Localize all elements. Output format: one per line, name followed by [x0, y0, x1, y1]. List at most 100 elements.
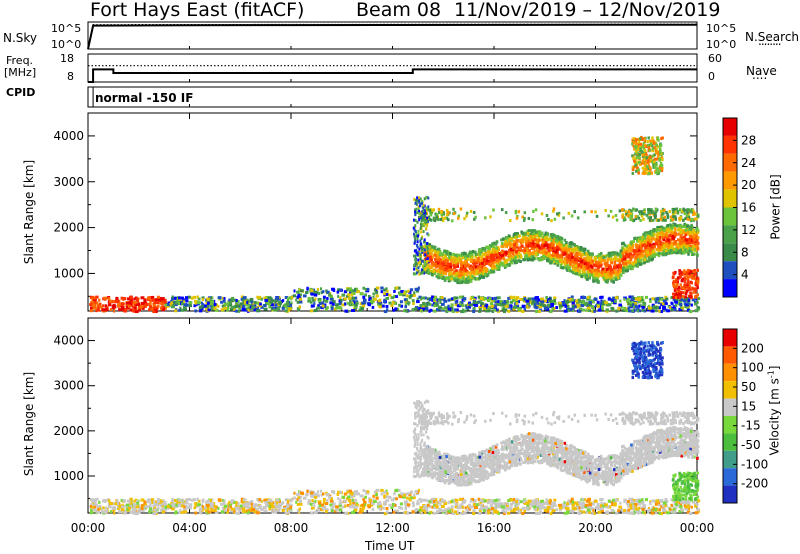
data-cell [272, 303, 276, 307]
data-cell [633, 248, 636, 252]
data-cell [253, 301, 258, 305]
cpid-mode: normal -150 IF [95, 91, 194, 105]
data-cell [194, 299, 198, 303]
data-cell [575, 303, 580, 307]
data-cell [656, 232, 660, 236]
data-cell [575, 245, 579, 249]
data-cell [524, 234, 527, 238]
data-cell [611, 275, 614, 279]
data-cell [511, 252, 515, 256]
data-cell [123, 308, 128, 312]
data-cell [467, 275, 470, 279]
data-cell [657, 254, 661, 258]
data-cell [662, 238, 666, 242]
data-cell [364, 293, 367, 297]
data-cell [550, 242, 554, 246]
data-cell [140, 301, 144, 305]
data-cell [433, 297, 436, 301]
data-cell [131, 305, 134, 309]
data-cell [231, 296, 235, 300]
ytick-label: 3000 [53, 379, 84, 393]
data-cell [592, 272, 596, 276]
data-cell [661, 247, 664, 251]
data-cell [632, 240, 635, 244]
data-cell [678, 307, 683, 311]
data-cell [268, 305, 272, 309]
data-cell [292, 294, 297, 298]
data-cell [386, 308, 389, 312]
data-cell [149, 299, 152, 303]
xtick-label: 20:00 [578, 521, 613, 535]
data-cell [625, 299, 630, 303]
data-cell [473, 270, 477, 274]
data-cell [598, 305, 602, 309]
data-cell [682, 224, 686, 228]
data-cell [585, 264, 588, 268]
data-cell [359, 302, 362, 306]
freq-tick-bottom: 8 [67, 70, 74, 83]
data-cell [624, 249, 628, 253]
data-cell [443, 256, 447, 260]
data-cell [576, 265, 579, 269]
data-cell [349, 299, 352, 303]
data-cell [474, 300, 478, 304]
data-cell [656, 239, 660, 243]
data-cell [590, 271, 594, 275]
data-cell [390, 296, 395, 300]
data-cell [663, 241, 667, 245]
data-cell [511, 298, 516, 302]
ytick-label: 1000 [53, 266, 84, 280]
data-cell [532, 232, 536, 236]
data-cell [603, 259, 606, 263]
data-cell [383, 298, 387, 302]
data-cell [284, 296, 288, 300]
data-cell [346, 288, 349, 292]
data-cell [236, 304, 240, 308]
data-cell [546, 303, 551, 307]
ytick-label: 1000 [53, 469, 84, 483]
data-cell [519, 245, 523, 249]
data-cell [288, 296, 292, 300]
data-cell [316, 306, 321, 310]
data-cell [609, 270, 613, 274]
data-cell [582, 308, 586, 312]
data-cell [582, 261, 585, 265]
data-cell [691, 298, 696, 302]
data-cell [468, 301, 472, 305]
data-cell [579, 255, 583, 259]
data-cell [242, 296, 247, 300]
data-cell [185, 299, 189, 303]
data-cell [642, 302, 647, 306]
data-cell [171, 295, 174, 299]
data-cell [631, 249, 634, 253]
data-cell [520, 255, 523, 259]
data-cell [465, 306, 469, 310]
data-cell [298, 297, 303, 301]
data-cell [351, 296, 354, 300]
data-cell [440, 302, 445, 306]
data-cell [600, 271, 604, 275]
data-cell [546, 246, 549, 250]
data-cell [112, 303, 116, 307]
data-cell [674, 304, 678, 308]
data-cell [105, 308, 108, 312]
data-cell [615, 309, 619, 313]
data-cell [429, 253, 432, 257]
nsky-tick-top: 10^5 [51, 22, 82, 35]
data-cell [571, 265, 574, 269]
data-cell [404, 305, 407, 309]
data-cell [600, 263, 603, 267]
data-cell [338, 301, 343, 305]
data-cell [598, 272, 601, 276]
data-cell [525, 257, 528, 261]
data-cell [416, 297, 419, 301]
data-cell [452, 263, 455, 267]
data-cell [506, 299, 509, 303]
data-cell [99, 302, 102, 306]
data-cell [443, 264, 446, 268]
data-cell [528, 258, 532, 262]
data-cell [542, 237, 545, 241]
data-cell [293, 289, 296, 293]
data-cell [478, 305, 482, 309]
